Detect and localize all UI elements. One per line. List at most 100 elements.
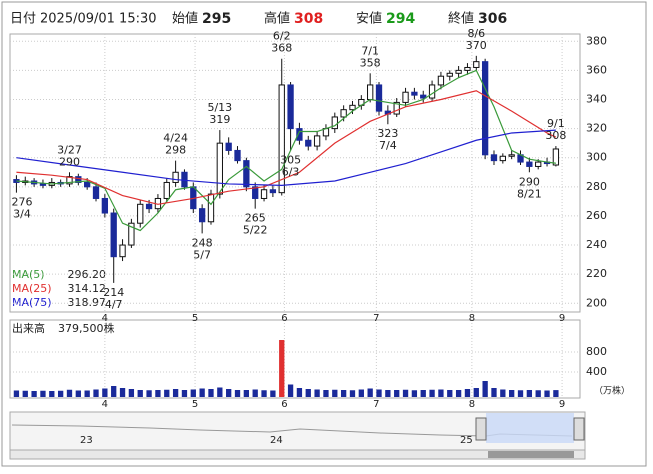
- low-value: 294: [386, 11, 415, 27]
- candle-body: [101, 197, 109, 214]
- close-label: 終値: [448, 11, 474, 27]
- candle-body: [446, 72, 453, 77]
- x-tick-label: 8: [469, 399, 475, 410]
- navigator-range[interactable]: [486, 413, 574, 443]
- y-tick-label: 340: [586, 92, 607, 105]
- volume-bar: [190, 389, 196, 397]
- annotation-value: 308: [545, 129, 566, 142]
- y-tick-label: 260: [586, 209, 607, 222]
- volume-bar: [544, 390, 550, 397]
- x-tick-label: 7: [373, 313, 379, 324]
- volume-bar: [367, 388, 373, 397]
- candle-body: [508, 154, 515, 157]
- x-tick-label: 4: [102, 399, 108, 410]
- annotation-date: 3/27: [57, 143, 82, 156]
- volume-bar: [146, 390, 152, 397]
- candle-body: [207, 193, 215, 223]
- volume-bar: [49, 391, 55, 397]
- volume-bar: [517, 390, 524, 397]
- volume-bar: [455, 390, 462, 397]
- annotation-date: 8/6: [467, 27, 485, 40]
- volume-bar: [137, 390, 143, 397]
- annotation-value: 368: [271, 42, 292, 55]
- volume-bar: [438, 389, 444, 397]
- candle-body: [243, 160, 250, 188]
- annotation-date: 8/21: [517, 187, 542, 200]
- volume-bar: [31, 391, 37, 397]
- volume-bar: [376, 389, 382, 397]
- volume-bar: [217, 387, 223, 397]
- annotation-value: 298: [165, 144, 186, 157]
- high-label: 高値: [264, 11, 290, 27]
- datetime: 2025/09/01 15:30: [40, 12, 157, 27]
- volume-bar: [296, 388, 303, 397]
- volume-bar: [199, 388, 205, 397]
- volume-bar: [128, 389, 135, 397]
- ma-line: [16, 129, 556, 186]
- close-value: 306: [478, 11, 507, 27]
- volume-bar: [234, 390, 241, 397]
- x-tick-label: 8: [469, 313, 475, 324]
- candle-body: [119, 244, 126, 258]
- navigator-label: 23: [80, 435, 93, 446]
- volume-bar: [473, 388, 479, 397]
- volume-bar: [349, 390, 356, 397]
- annotation-value: 290: [59, 155, 80, 168]
- volume-bar: [13, 390, 20, 397]
- scrollbar[interactable]: [9, 449, 586, 460]
- candle-body: [269, 189, 277, 194]
- legend-value: 314.12: [68, 282, 107, 295]
- annotation-date: 5/22: [243, 224, 268, 237]
- volume-bar: [340, 390, 347, 397]
- candle-body: [278, 84, 285, 194]
- volume-bar: [155, 390, 161, 397]
- volume-tick-label: 800: [586, 345, 607, 358]
- candle-body: [402, 91, 409, 103]
- volume-bar: [482, 381, 488, 397]
- volume-bar: [164, 389, 170, 397]
- range-handle-right[interactable]: [573, 417, 585, 441]
- x-tick-label: 5: [192, 313, 198, 324]
- candle-body: [287, 84, 294, 130]
- annotation-value: 370: [466, 39, 487, 52]
- volume-bar: [509, 390, 515, 397]
- volume-bar: [464, 389, 471, 397]
- volume-unit: （万株）: [594, 385, 630, 397]
- annotation-value: 276: [12, 196, 33, 209]
- y-tick-label: 240: [586, 238, 607, 251]
- volume-bar: [323, 390, 329, 397]
- volume-bar: [332, 389, 338, 397]
- candle-body: [172, 171, 179, 183]
- scroll-thumb[interactable]: [488, 451, 574, 458]
- annotation-value: 319: [209, 113, 230, 126]
- volume-bar: [172, 389, 179, 397]
- volume-bar: [22, 390, 28, 397]
- candle-body: [481, 61, 489, 156]
- navigator-label: 25: [460, 435, 473, 446]
- volume-bar: [358, 389, 364, 397]
- volume-bar: [314, 389, 320, 397]
- candle-body: [296, 128, 303, 141]
- candle-body: [260, 189, 268, 199]
- date-label: 日付: [10, 12, 36, 27]
- volume-current: 379,500株: [58, 321, 115, 335]
- ma-line: [16, 90, 557, 205]
- y-tick-label: 320: [586, 122, 607, 135]
- candle-body: [137, 203, 144, 224]
- range-handle-left[interactable]: [475, 417, 487, 441]
- legend-value: 296.20: [68, 268, 107, 281]
- annotation-value: 214: [103, 286, 124, 299]
- annotation-date: 5/7: [193, 248, 211, 261]
- annotation-value: 290: [519, 175, 540, 188]
- candle-body: [535, 161, 542, 167]
- open-value: 295: [202, 11, 231, 27]
- x-tick-label: 5: [192, 399, 198, 410]
- volume-bar: [181, 390, 188, 397]
- volume-bar: [40, 390, 46, 397]
- candle-body: [84, 181, 91, 188]
- annotation-value: 358: [360, 56, 381, 69]
- volume-bar: [287, 384, 294, 397]
- frame: [1, 1, 647, 467]
- volume-bar: [429, 389, 435, 397]
